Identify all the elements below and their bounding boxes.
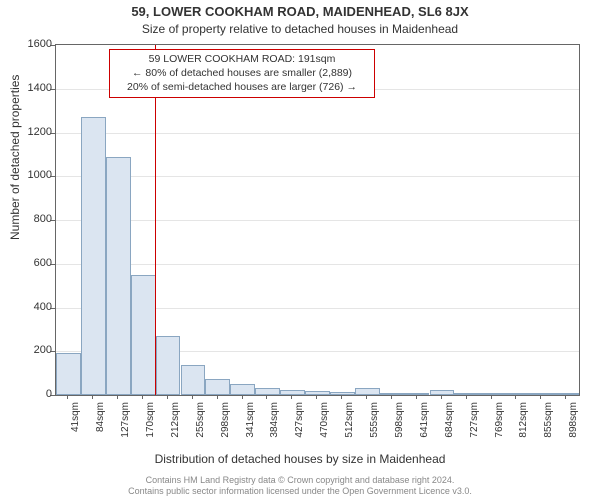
histogram-bar [305,391,330,395]
footer-line-1: Contains HM Land Registry data © Crown c… [0,475,600,486]
histogram-bar [479,393,504,395]
xtick-mark [391,395,392,399]
footer: Contains HM Land Registry data © Crown c… [0,475,600,497]
xtick-label: 769sqm [494,402,505,452]
xtick-mark [167,395,168,399]
xtick-label: 641sqm [419,402,430,452]
histogram-bar [430,390,455,395]
xtick-label: 84sqm [95,402,106,452]
xtick-mark [565,395,566,399]
xtick-mark [142,395,143,399]
xtick-mark [366,395,367,399]
xtick-label: 812sqm [518,402,529,452]
ytick-label: 200 [12,344,52,356]
xtick-mark [117,395,118,399]
histogram-bar [230,384,255,395]
ytick-label: 1400 [12,82,52,94]
xtick-mark [217,395,218,399]
histogram-bar [405,393,430,395]
histogram-bar [554,393,579,395]
ytick-label: 1600 [12,38,52,50]
xtick-mark [266,395,267,399]
chart-container: 59, LOWER COOKHAM ROAD, MAIDENHEAD, SL6 … [0,0,600,500]
page-title: 59, LOWER COOKHAM ROAD, MAIDENHEAD, SL6 … [0,4,600,19]
xtick-mark [416,395,417,399]
ytick-label: 600 [12,257,52,269]
xtick-label: 170sqm [145,402,156,452]
xtick-mark [341,395,342,399]
xtick-label: 727sqm [469,402,480,452]
xtick-label: 41sqm [70,402,81,452]
histogram-bar [106,157,131,395]
histogram-bar [181,365,206,395]
xtick-mark [67,395,68,399]
ytick-label: 800 [12,213,52,225]
xtick-label: 684sqm [444,402,455,452]
gridline-h [56,176,579,177]
histogram-bar [380,393,405,395]
xtick-label: 255sqm [195,402,206,452]
footer-line-2: Contains public sector information licen… [0,486,600,497]
histogram-bar [156,336,181,395]
xtick-mark [242,395,243,399]
xtick-label: 127sqm [120,402,131,452]
xtick-mark [491,395,492,399]
ytick-label: 1200 [12,126,52,138]
histogram-bar [504,393,529,395]
ytick-label: 1000 [12,169,52,181]
xtick-label: 855sqm [543,402,554,452]
histogram-bar [330,392,355,395]
histogram-bar [131,275,156,395]
annotation-line-3: 20% of semi-detached houses are larger (… [116,80,368,94]
gridline-h [56,264,579,265]
xtick-mark [192,395,193,399]
xtick-mark [441,395,442,399]
histogram-bar [355,388,380,395]
ytick-label: 400 [12,301,52,313]
xtick-mark [316,395,317,399]
xtick-label: 427sqm [294,402,305,452]
ytick-label: 0 [12,388,52,400]
xtick-mark [540,395,541,399]
xtick-mark [291,395,292,399]
histogram-bar [529,393,554,395]
xtick-label: 470sqm [319,402,330,452]
xtick-label: 555sqm [369,402,380,452]
x-axis-label: Distribution of detached houses by size … [0,452,600,466]
xtick-mark [92,395,93,399]
gridline-h [56,220,579,221]
marker-annotation: 59 LOWER COOKHAM ROAD: 191sqm ← 80% of d… [109,49,375,98]
histogram-bar [280,390,305,395]
xtick-label: 512sqm [344,402,355,452]
histogram-bar [255,388,280,395]
xtick-mark [515,395,516,399]
annotation-line-2: ← 80% of detached houses are smaller (2,… [116,66,368,80]
histogram-bar [56,353,81,395]
xtick-mark [466,395,467,399]
xtick-label: 598sqm [394,402,405,452]
annotation-line-1: 59 LOWER COOKHAM ROAD: 191sqm [116,52,368,66]
histogram-bar [81,117,106,395]
gridline-h [56,133,579,134]
xtick-label: 298sqm [220,402,231,452]
xtick-label: 898sqm [568,402,579,452]
histogram-bar [454,393,479,395]
page-subtitle: Size of property relative to detached ho… [0,22,600,36]
xtick-label: 384sqm [269,402,280,452]
xtick-label: 341sqm [245,402,256,452]
xtick-label: 212sqm [170,402,181,452]
histogram-bar [205,379,230,395]
